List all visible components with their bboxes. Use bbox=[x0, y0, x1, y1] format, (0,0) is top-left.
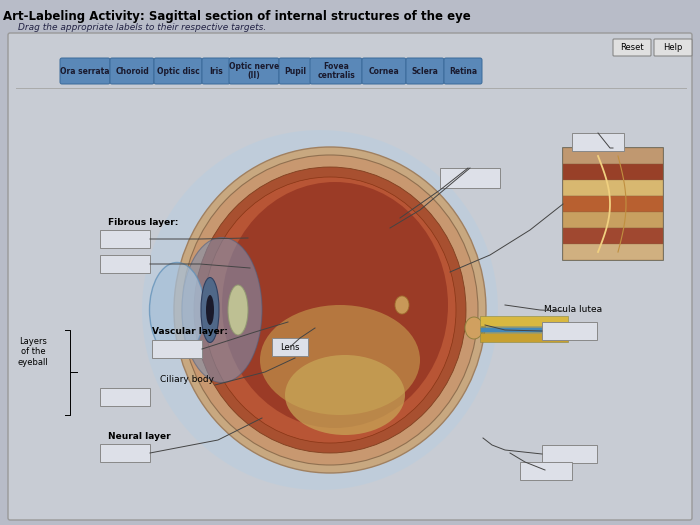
Bar bbox=[100, 388, 150, 406]
FancyBboxPatch shape bbox=[202, 58, 230, 84]
Bar bbox=[480, 333, 568, 342]
Bar bbox=[440, 168, 500, 188]
Ellipse shape bbox=[228, 285, 248, 335]
Text: Optic nerve
(II): Optic nerve (II) bbox=[229, 61, 279, 80]
Ellipse shape bbox=[201, 278, 219, 342]
Ellipse shape bbox=[194, 167, 466, 453]
Bar bbox=[563, 228, 663, 244]
Text: Drag the appropriate labels to their respective targets.: Drag the appropriate labels to their res… bbox=[18, 23, 266, 32]
Text: Pupil: Pupil bbox=[284, 67, 306, 76]
Ellipse shape bbox=[285, 355, 405, 435]
Bar bbox=[563, 164, 663, 180]
Text: Ciliary body: Ciliary body bbox=[160, 375, 214, 384]
Text: Optic disc: Optic disc bbox=[157, 67, 200, 76]
Text: Help: Help bbox=[664, 43, 682, 52]
Ellipse shape bbox=[395, 296, 409, 314]
Ellipse shape bbox=[206, 295, 214, 325]
Bar bbox=[100, 230, 150, 248]
FancyBboxPatch shape bbox=[279, 58, 311, 84]
Text: Fovea
centralis: Fovea centralis bbox=[317, 61, 355, 80]
Text: Neural layer: Neural layer bbox=[108, 432, 171, 441]
Bar bbox=[563, 244, 663, 260]
Text: Choroid: Choroid bbox=[115, 67, 149, 76]
FancyBboxPatch shape bbox=[272, 338, 308, 356]
Bar bbox=[542, 445, 597, 463]
Text: Art-Labeling Activity: Sagittal section of internal structures of the eye: Art-Labeling Activity: Sagittal section … bbox=[3, 10, 470, 23]
Text: Ora serrata: Ora serrata bbox=[60, 67, 110, 76]
FancyBboxPatch shape bbox=[654, 39, 692, 56]
FancyBboxPatch shape bbox=[110, 58, 154, 84]
Bar bbox=[563, 148, 663, 164]
Bar bbox=[563, 148, 663, 260]
Ellipse shape bbox=[174, 147, 486, 473]
FancyBboxPatch shape bbox=[229, 58, 279, 84]
Ellipse shape bbox=[150, 262, 204, 358]
FancyBboxPatch shape bbox=[60, 58, 110, 84]
Bar bbox=[480, 327, 568, 332]
Bar bbox=[152, 340, 202, 358]
Ellipse shape bbox=[182, 237, 262, 383]
Bar bbox=[563, 212, 663, 228]
Bar bbox=[572, 133, 624, 151]
Text: Cornea: Cornea bbox=[369, 67, 400, 76]
Ellipse shape bbox=[204, 177, 456, 443]
Text: Lens: Lens bbox=[280, 342, 300, 352]
FancyBboxPatch shape bbox=[8, 33, 692, 520]
FancyBboxPatch shape bbox=[406, 58, 444, 84]
Text: Retina: Retina bbox=[449, 67, 477, 76]
Bar bbox=[542, 322, 597, 340]
Bar bbox=[520, 462, 572, 480]
Ellipse shape bbox=[222, 182, 448, 428]
FancyBboxPatch shape bbox=[310, 58, 362, 84]
Bar bbox=[100, 255, 150, 273]
Text: Iris: Iris bbox=[209, 67, 223, 76]
Ellipse shape bbox=[142, 130, 498, 490]
Bar bbox=[563, 196, 663, 212]
FancyBboxPatch shape bbox=[613, 39, 651, 56]
Text: Macula lutea: Macula lutea bbox=[544, 305, 602, 314]
Text: Fibrous layer:: Fibrous layer: bbox=[108, 218, 178, 227]
Ellipse shape bbox=[260, 305, 420, 415]
Bar bbox=[563, 180, 663, 196]
Bar bbox=[480, 316, 568, 326]
Text: Layers
of the
eyeball: Layers of the eyeball bbox=[18, 337, 49, 367]
Text: Vascular layer:: Vascular layer: bbox=[152, 327, 228, 336]
Text: Reset: Reset bbox=[620, 43, 644, 52]
FancyBboxPatch shape bbox=[154, 58, 202, 84]
Text: Sclera: Sclera bbox=[412, 67, 438, 76]
Ellipse shape bbox=[465, 317, 483, 339]
Ellipse shape bbox=[182, 155, 478, 465]
FancyBboxPatch shape bbox=[362, 58, 406, 84]
FancyBboxPatch shape bbox=[444, 58, 482, 84]
Bar bbox=[100, 444, 150, 462]
